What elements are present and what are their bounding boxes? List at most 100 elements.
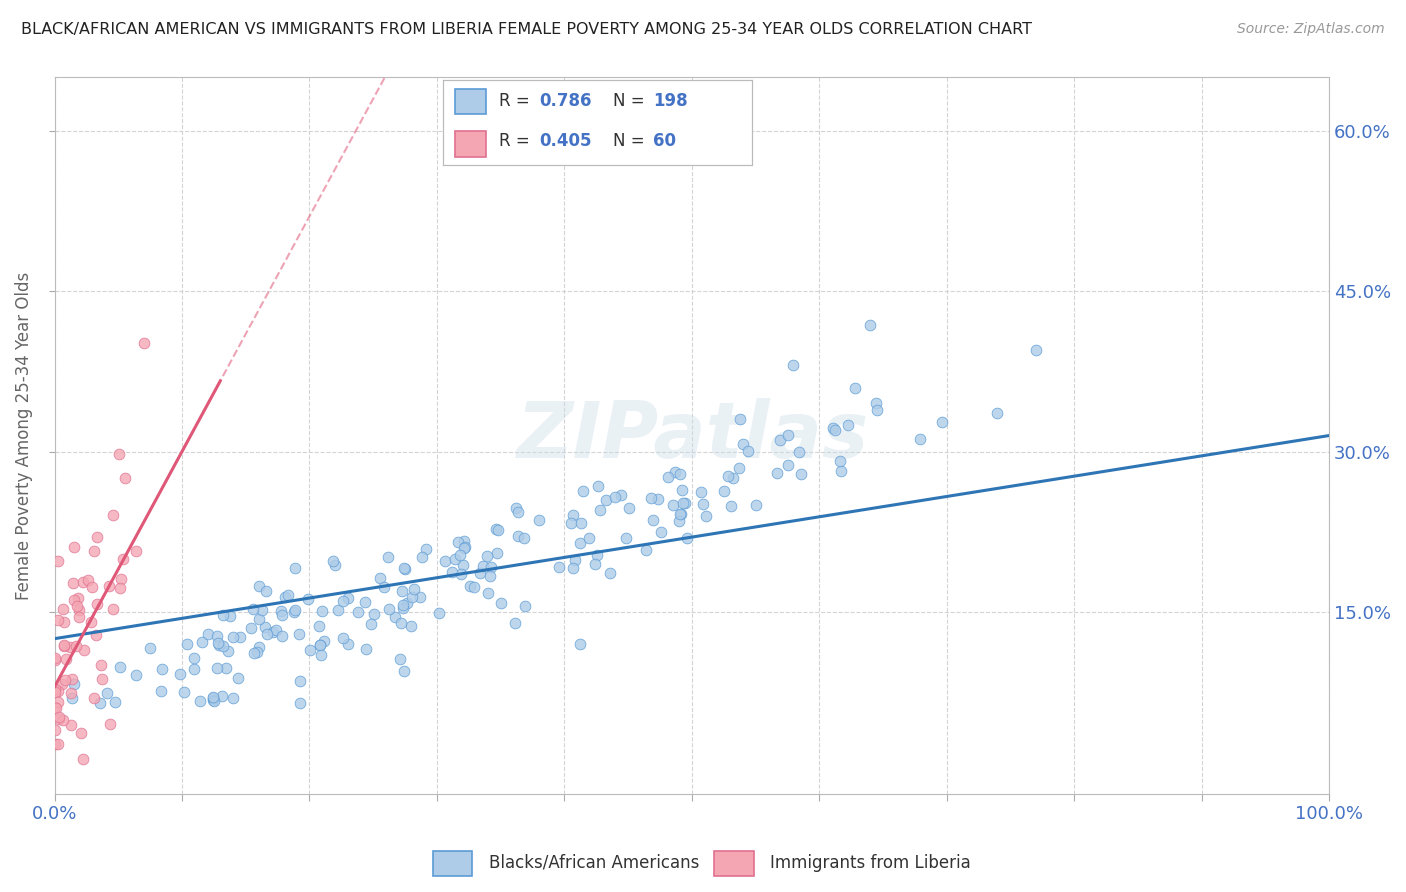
Point (183, 650, 205, 665)
Point (114, 471, 136, 485)
Point (217, 644, 239, 658)
Point (583, 558, 606, 572)
Point (586, 549, 609, 563)
Point (176, 637, 198, 651)
Point (578, 531, 600, 545)
Point (569, 516, 592, 530)
Point (89, 696, 111, 710)
Point (201, 690, 224, 705)
Point (669, 507, 692, 521)
Point (486, 524, 509, 538)
Point (668, 467, 690, 481)
Point (150, 662, 173, 676)
Point (450, 567, 472, 582)
Point (83, 691, 105, 706)
Point (284, 561, 307, 575)
Point (453, 541, 475, 555)
FancyBboxPatch shape (433, 851, 472, 876)
Point (48, 710, 70, 724)
Point (150, 684, 173, 698)
Point (202, 694, 225, 708)
Point (789, 467, 811, 481)
Point (52, 639, 75, 653)
Point (326, 602, 349, 616)
Point (111, 552, 134, 566)
Point (202, 690, 225, 704)
Point (309, 638, 332, 652)
Point (392, 601, 415, 615)
Point (548, 560, 571, 574)
Point (454, 541, 477, 555)
Point (110, 581, 132, 595)
Point (506, 505, 529, 519)
Point (373, 580, 395, 594)
Point (188, 694, 211, 708)
Point (513, 531, 536, 545)
Point (561, 508, 583, 523)
Text: BLACK/AFRICAN AMERICAN VS IMMIGRANTS FROM LIBERIA FEMALE POVERTY AMONG 25-34 YEA: BLACK/AFRICAN AMERICAN VS IMMIGRANTS FRO… (21, 22, 1032, 37)
Point (323, 558, 346, 572)
Point (108, 660, 131, 674)
Point (211, 690, 233, 704)
Point (713, 483, 735, 498)
Point (246, 645, 269, 659)
Point (44, 652, 66, 666)
Text: ZIPatlas: ZIPatlas (516, 398, 868, 474)
Point (108, 447, 131, 461)
Point (776, 427, 799, 442)
Text: 0.405: 0.405 (538, 132, 592, 150)
Point (96, 686, 118, 700)
Point (441, 566, 464, 580)
Point (98, 579, 121, 593)
Point (564, 553, 586, 567)
Text: 198: 198 (654, 93, 688, 111)
Point (53, 673, 76, 687)
Point (125, 668, 148, 682)
Point (485, 522, 508, 536)
Point (472, 559, 495, 574)
Point (73, 643, 96, 657)
Point (274, 591, 297, 605)
Point (288, 696, 311, 710)
Point (837, 417, 859, 432)
Point (125, 543, 148, 558)
Point (477, 586, 499, 600)
Point (311, 604, 333, 618)
Point (83, 543, 105, 558)
Point (62, 592, 84, 607)
Point (427, 607, 450, 621)
Point (451, 558, 474, 572)
Point (396, 596, 419, 610)
Point (449, 548, 471, 562)
Point (636, 542, 658, 557)
Point (67, 603, 90, 617)
Point (391, 599, 413, 613)
Point (169, 667, 191, 681)
Text: R =: R = (499, 132, 534, 150)
Point (138, 641, 160, 656)
Point (90, 657, 112, 672)
Y-axis label: Female Poverty Among 25-34 Year Olds: Female Poverty Among 25-34 Year Olds (15, 271, 32, 599)
Point (59, 640, 82, 655)
Point (103, 508, 125, 522)
Point (65, 639, 87, 653)
Point (60, 718, 83, 732)
Point (506, 529, 529, 543)
Point (562, 561, 585, 575)
Point (297, 591, 319, 606)
Point (205, 629, 228, 643)
Point (728, 412, 751, 426)
Point (72, 751, 94, 765)
Point (46, 614, 69, 628)
Text: R =: R = (499, 93, 534, 111)
Point (664, 466, 686, 480)
Point (908, 432, 931, 446)
Point (67, 610, 90, 624)
Point (44, 738, 66, 752)
Point (669, 508, 692, 522)
Point (191, 635, 214, 649)
Point (647, 491, 669, 506)
Point (288, 674, 311, 689)
Point (475, 549, 498, 564)
Point (44, 723, 66, 737)
